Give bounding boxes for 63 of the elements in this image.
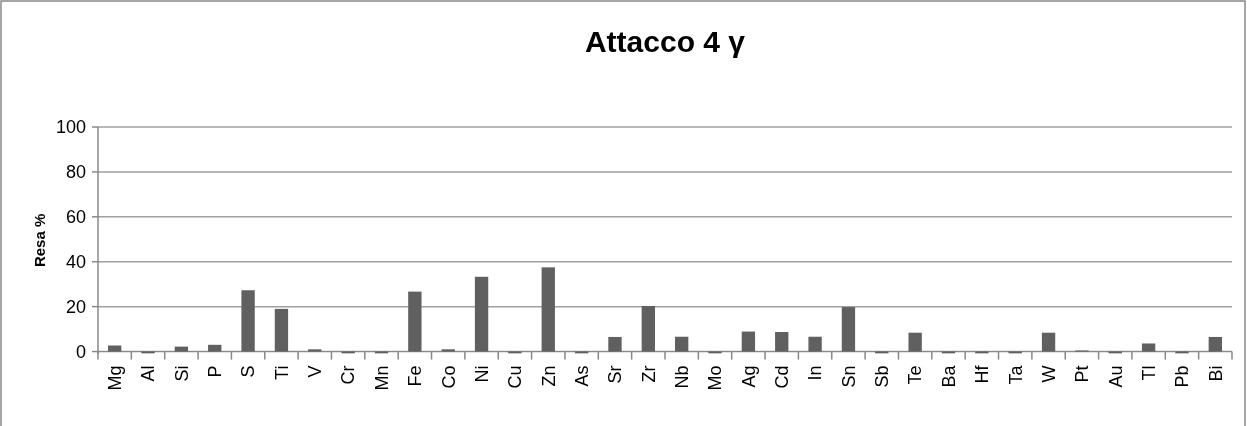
bar (775, 332, 789, 352)
x-tick-label: As (571, 365, 592, 387)
y-tick-label: 0 (75, 341, 86, 362)
bar (108, 345, 122, 352)
x-tick-label: Zn (538, 365, 559, 387)
y-tick-label: 20 (65, 296, 86, 317)
x-tick-label: Zr (638, 365, 659, 383)
x-tick-label: V (305, 365, 326, 378)
x-tick-label: Sr (605, 365, 626, 384)
x-tick-label: Ni (471, 365, 492, 383)
bar (208, 344, 222, 352)
bar (808, 336, 822, 352)
x-tick-label: Si (171, 365, 192, 382)
x-tick-label: Bi (1205, 365, 1226, 382)
x-tick-label: Te (905, 365, 926, 385)
x-tick-label: Tl (1138, 365, 1159, 381)
bar (641, 305, 655, 352)
bar (541, 267, 555, 352)
y-tick-label: 80 (65, 162, 86, 183)
x-tick-label: Fe (405, 365, 426, 387)
x-tick-label: Sn (838, 365, 859, 388)
bar (408, 291, 422, 352)
x-tick-label: W (1038, 365, 1059, 383)
y-tick-label: 40 (65, 252, 86, 273)
bar (675, 336, 689, 352)
x-tick-label: Hf (972, 364, 993, 384)
y-axis-title: Resa % (31, 213, 48, 268)
bar (308, 349, 322, 352)
x-tick-label: Ti (271, 365, 292, 380)
bar (1141, 343, 1156, 352)
y-tick-label: 100 (55, 117, 86, 138)
x-tick-label: Cr (338, 365, 359, 385)
x-tick-label: Cu (505, 365, 526, 389)
bar (474, 276, 489, 352)
chart-title: Attacco 4 γ (584, 25, 746, 58)
x-tick-label: Pb (1172, 365, 1193, 388)
x-tick-label: Au (1105, 365, 1126, 388)
x-tick-label: Ta (1005, 364, 1026, 385)
bar (741, 331, 756, 352)
x-tick-label: Mg (104, 365, 125, 391)
x-tick-label: S (238, 365, 259, 378)
bar (241, 290, 255, 352)
bar (608, 336, 622, 352)
x-tick-label: Nb (671, 365, 692, 389)
bar (174, 346, 189, 352)
bar (274, 308, 289, 352)
bar (1208, 336, 1222, 352)
x-tick-label: In (805, 365, 826, 381)
y-tick-label: 60 (65, 207, 86, 228)
x-tick-label: Ba (938, 364, 959, 388)
x-tick-label: Ag (738, 365, 759, 388)
x-tick-label: Al (138, 365, 159, 382)
x-tick-label: Sb (872, 365, 893, 388)
bar (1041, 332, 1056, 352)
x-tick-label: P (205, 365, 226, 378)
bar (841, 307, 856, 352)
x-tick-label: Co (438, 365, 459, 389)
x-tick-label: Cd (772, 365, 793, 389)
x-tick-label: Pt (1072, 365, 1093, 383)
bar (908, 332, 922, 352)
bar (441, 349, 455, 352)
x-tick-label: Mo (705, 365, 726, 391)
x-tick-label: Mn (371, 365, 392, 391)
